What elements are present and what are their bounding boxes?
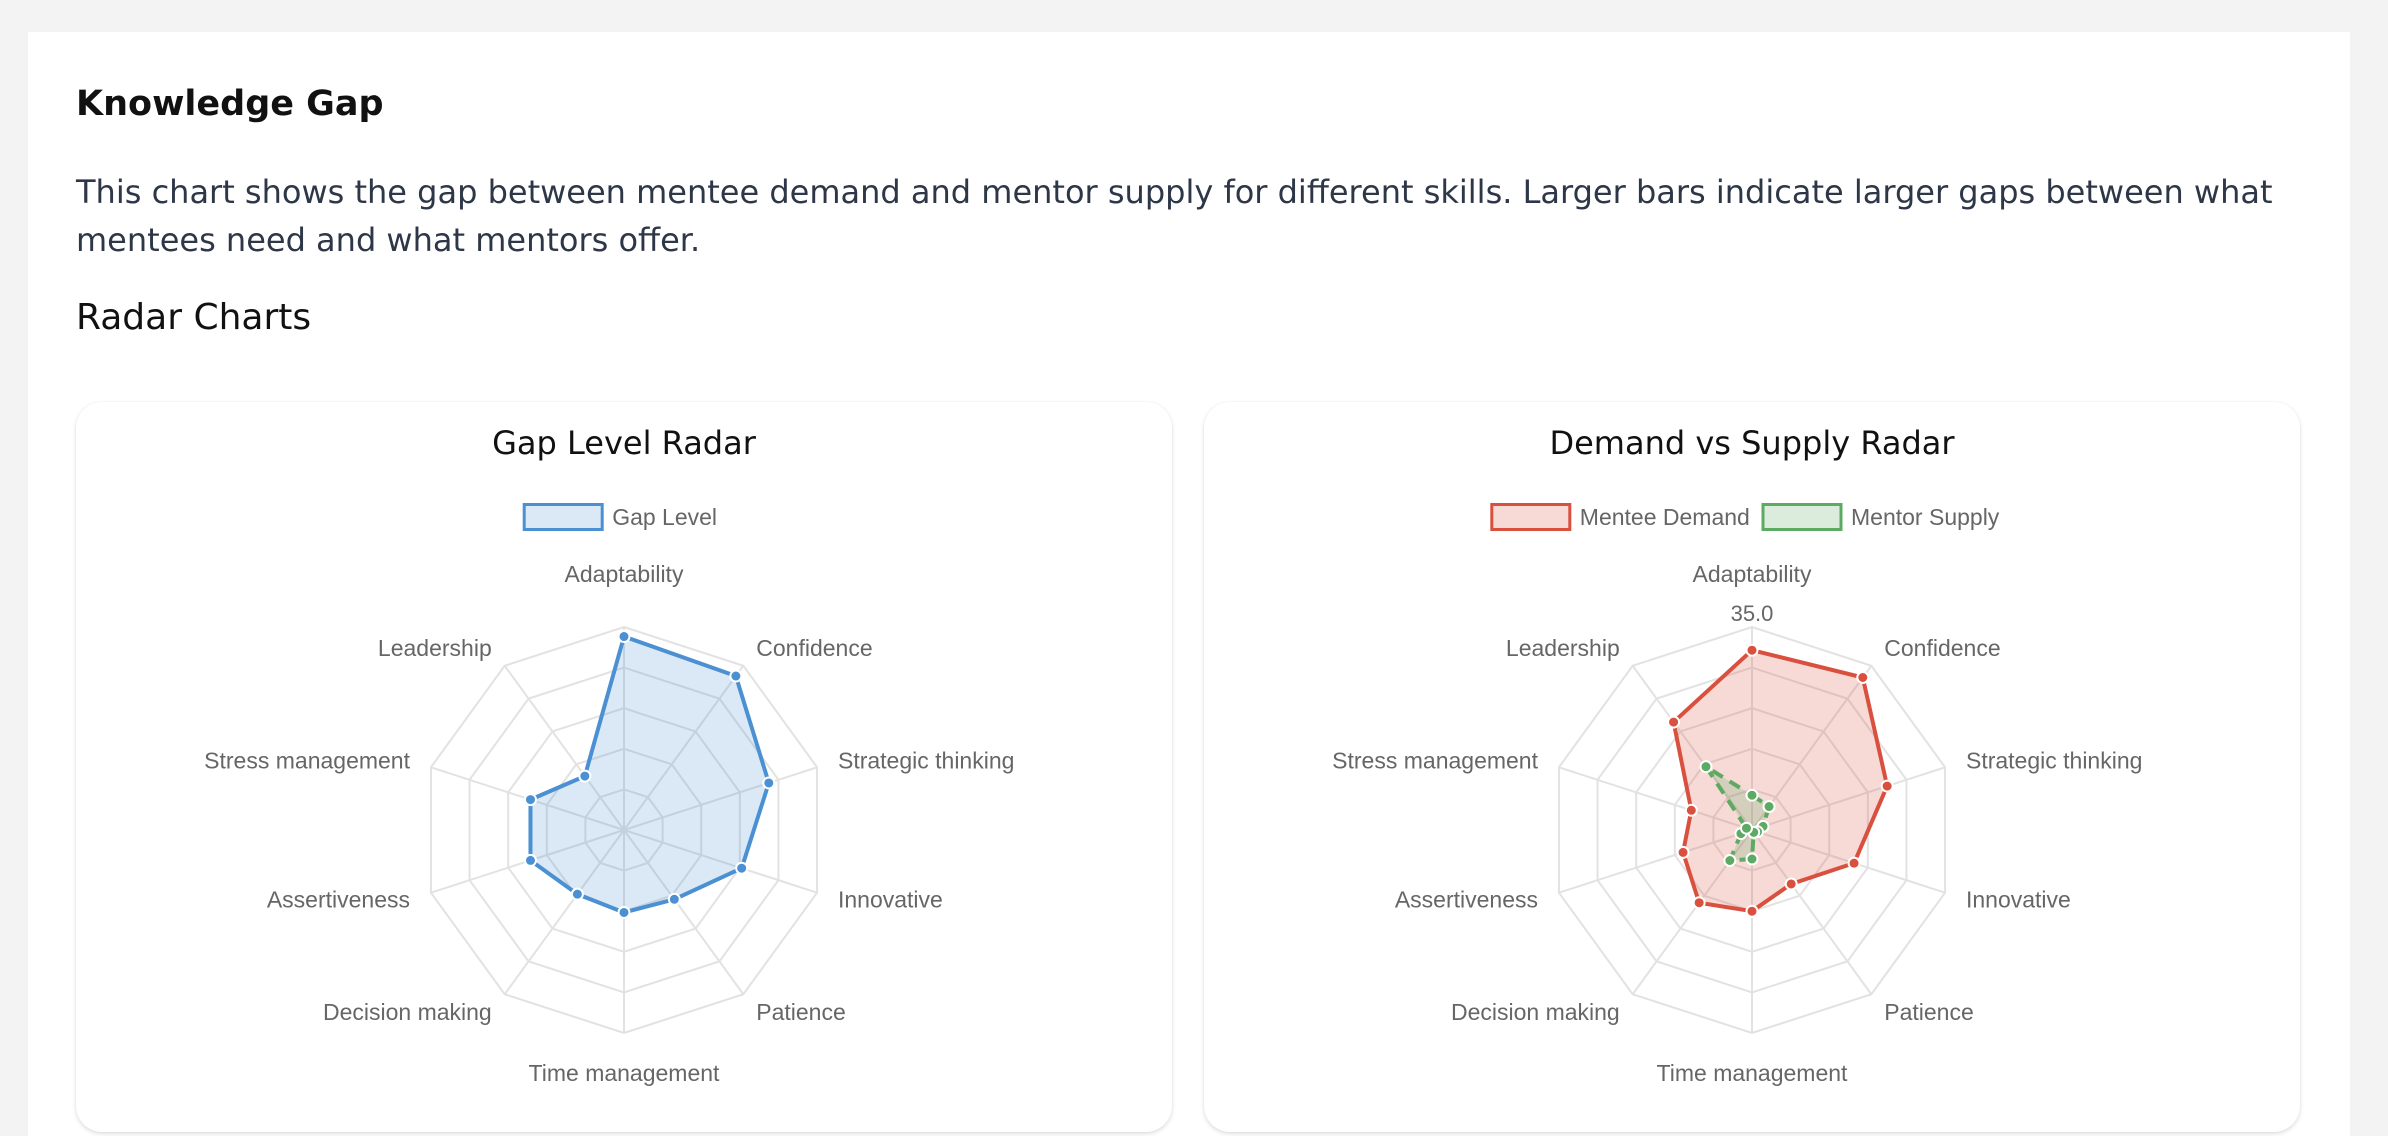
data-point-stress-management[interactable] (523, 793, 537, 807)
gap-level-radar-panel: Gap Level Radar Gap Level Adaptability Conf… (76, 402, 1172, 1132)
data-point-time-management[interactable] (617, 905, 631, 919)
data-point-decision-making[interactable] (1723, 853, 1737, 867)
grid-spoke (623, 829, 818, 894)
axis-label-stress-management: Stress management (1332, 747, 1538, 773)
radar-grid (1557, 625, 1947, 1035)
chart-title: Gap Level Radar (492, 424, 757, 462)
legend-item-gap-level[interactable]: Gap Level (522, 503, 717, 531)
grid-spoke (503, 829, 625, 995)
data-point-adaptability[interactable] (1745, 643, 1759, 657)
axis-labels: Adaptability Confidence Strategic thinking… (1332, 561, 2142, 1086)
axis-label-confidence: Confidence (756, 635, 872, 661)
axis-label-assertiveness: Assertiveness (1395, 887, 1538, 913)
chart-legend: Mentee Demand Mentor Supply (1490, 503, 2000, 531)
legend-swatch (1490, 503, 1572, 531)
axis-labels: Adaptability Confidence Strategic thinking… (204, 561, 1014, 1086)
axis-label-patience: Patience (1884, 999, 1974, 1025)
axis-label-leadership: Leadership (1506, 635, 1620, 661)
axis-label-confidence: Confidence (1884, 635, 2000, 661)
data-point-leadership[interactable] (1699, 760, 1713, 774)
axis-label-adaptability: Adaptability (1693, 561, 1812, 587)
data-point-assertiveness[interactable] (1676, 845, 1690, 859)
data-point-confidence[interactable] (1856, 671, 1870, 685)
data-point-confidence[interactable] (729, 669, 743, 683)
legend-label: Mentee Demand (1580, 504, 1750, 530)
legend-item-mentor-supply[interactable]: Mentor Supply (1761, 503, 2000, 531)
data-point-innovative[interactable] (735, 861, 749, 875)
series-gap-level (523, 630, 776, 919)
data-point-innovative[interactable] (1847, 856, 1861, 870)
data-point-patience[interactable] (667, 892, 681, 906)
series-area (1671, 648, 1890, 914)
section-title: Knowledge Gap (76, 84, 384, 124)
tick-label: 35.0 (1731, 601, 1774, 626)
data-point-leadership[interactable] (578, 769, 592, 783)
axis-label-decision-making: Decision making (323, 999, 492, 1025)
grid-spoke (623, 829, 745, 995)
grid-spoke (1558, 766, 1753, 831)
knowledge-gap-card: Knowledge Gap This chart shows the gap b… (28, 32, 2350, 1136)
legend-swatch (1761, 503, 1843, 531)
chart-title: Demand vs Supply Radar (1549, 424, 1955, 462)
demand-supply-radar-chart: Demand vs Supply Radar Mentee Demand Mento… (1332, 424, 2142, 1086)
legend-item-mentee-demand[interactable]: Mentee Demand (1490, 503, 1750, 531)
grid-spoke (1558, 829, 1753, 894)
gap-level-radar-chart: Gap Level Radar Gap Level Adaptability Conf… (204, 424, 1014, 1086)
series-mentee-demand (1667, 643, 1894, 918)
data-point-strategic-thinking[interactable] (762, 776, 776, 790)
legend-label: Gap Level (612, 504, 717, 530)
data-point-time-management[interactable] (1745, 904, 1759, 918)
grid-spoke (623, 665, 745, 831)
data-point-stress-management[interactable] (1739, 821, 1753, 835)
grid-spoke (623, 766, 818, 831)
grid-spoke (1751, 829, 1873, 995)
data-point-adaptability[interactable] (617, 630, 631, 644)
axis-label-time-management: Time management (1657, 1060, 1849, 1086)
data-point-confidence[interactable] (1762, 800, 1776, 814)
axis-label-strategic-thinking: Strategic thinking (838, 747, 1014, 773)
axis-label-decision-making: Decision making (1451, 999, 1620, 1025)
section-description: This chart shows the gap between mentee … (76, 173, 2273, 259)
data-point-decision-making[interactable] (1692, 896, 1706, 910)
axis-label-patience: Patience (756, 999, 846, 1025)
demand-supply-radar-panel: Demand vs Supply Radar Mentee Demand Mento… (1204, 402, 2300, 1132)
grid-spoke (503, 665, 625, 831)
data-point-adaptability[interactable] (1745, 788, 1759, 802)
data-point-decision-making[interactable] (570, 887, 584, 901)
section-subtitle: Radar Charts (76, 297, 312, 338)
data-point-patience[interactable] (1784, 877, 1798, 891)
axis-label-innovative: Innovative (1966, 887, 2071, 913)
grid-spoke (1631, 665, 1753, 831)
axis-label-strategic-thinking: Strategic thinking (1966, 747, 2142, 773)
data-point-assertiveness[interactable] (523, 853, 537, 867)
data-point-strategic-thinking[interactable] (1880, 779, 1894, 793)
grid-spoke (1751, 766, 1946, 831)
axis-label-leadership: Leadership (378, 635, 492, 661)
data-point-time-management[interactable] (1745, 852, 1759, 866)
axis-label-innovative: Innovative (838, 887, 943, 913)
chart-legend: Gap Level (522, 503, 717, 531)
axis-label-time-management: Time management (529, 1060, 721, 1086)
axis-label-adaptability: Adaptability (565, 561, 684, 587)
series-mentor-supply (1699, 760, 1776, 867)
axis-label-stress-management: Stress management (204, 747, 410, 773)
data-point-stress-management[interactable] (1684, 803, 1698, 817)
axis-label-assertiveness: Assertiveness (267, 887, 410, 913)
data-point-leadership[interactable] (1667, 715, 1681, 729)
legend-label: Mentor Supply (1851, 504, 2000, 530)
legend-swatch (522, 503, 604, 531)
